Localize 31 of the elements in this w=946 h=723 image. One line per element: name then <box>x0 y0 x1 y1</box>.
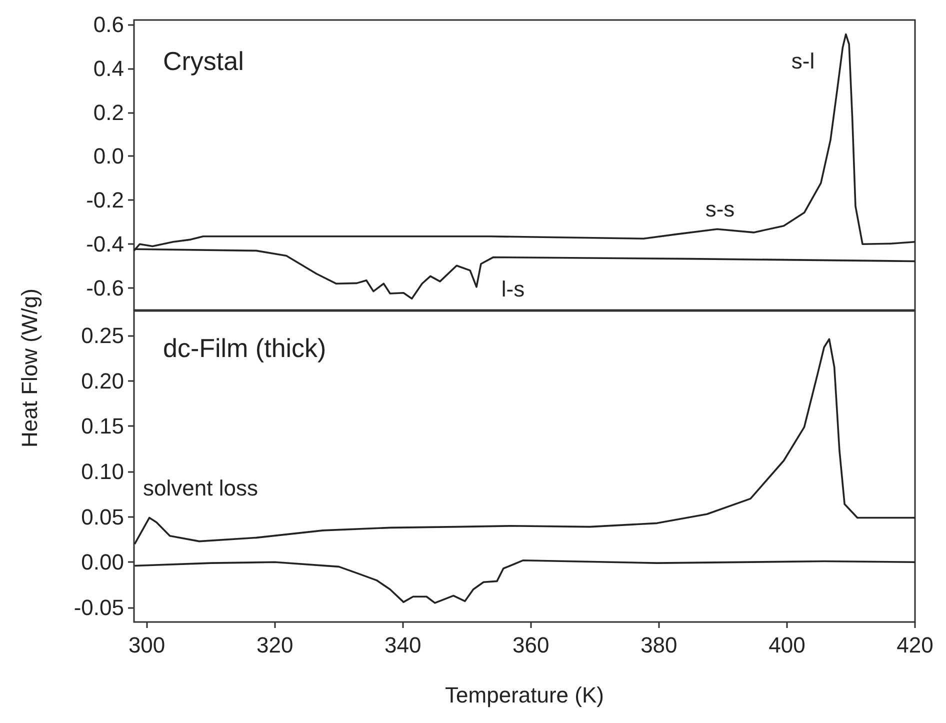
x-tick-label: 360 <box>512 632 550 658</box>
x-tick-label: 380 <box>640 632 678 658</box>
y-tick-label: -0.4 <box>86 232 124 257</box>
y-tick-label: 0.00 <box>81 550 124 575</box>
annotation: dc-Film (thick) <box>163 333 326 363</box>
x-tick-label: 420 <box>896 632 934 658</box>
y-tick-label: 0.6 <box>93 12 124 37</box>
x-axis-title: Temperature (K) <box>445 682 604 708</box>
y-tick-label: 0.20 <box>81 368 124 394</box>
y-tick-label: 0.2 <box>93 100 124 125</box>
annotation: s-l <box>791 48 815 74</box>
line-series <box>134 338 916 545</box>
y-tick-label: -0.2 <box>86 188 124 213</box>
x-tick-label: 400 <box>768 632 806 658</box>
x-tick-label: 300 <box>128 632 166 658</box>
line-series <box>134 559 916 604</box>
x-tick-label: 340 <box>384 632 422 658</box>
annotation: s-s <box>705 196 735 222</box>
y-tick-label: 0.4 <box>93 56 124 81</box>
y-tick-label: 0.0 <box>93 144 124 169</box>
x-tick-label: 320 <box>256 632 294 658</box>
y-tick-label: 0.05 <box>81 504 124 530</box>
y-tick-label: 0.15 <box>81 414 124 439</box>
y-tick-label: 0.10 <box>81 458 124 484</box>
y-tick-label: -0.6 <box>86 276 124 301</box>
annotation: solvent loss <box>143 476 258 500</box>
y-tick-label: -0.05 <box>74 594 124 620</box>
annotation: Crystal <box>163 46 244 76</box>
annotation: l-s <box>501 276 525 302</box>
y-axis-title: Heat Flow (W/g) <box>17 288 43 448</box>
y-tick-label: 0.25 <box>81 322 124 348</box>
